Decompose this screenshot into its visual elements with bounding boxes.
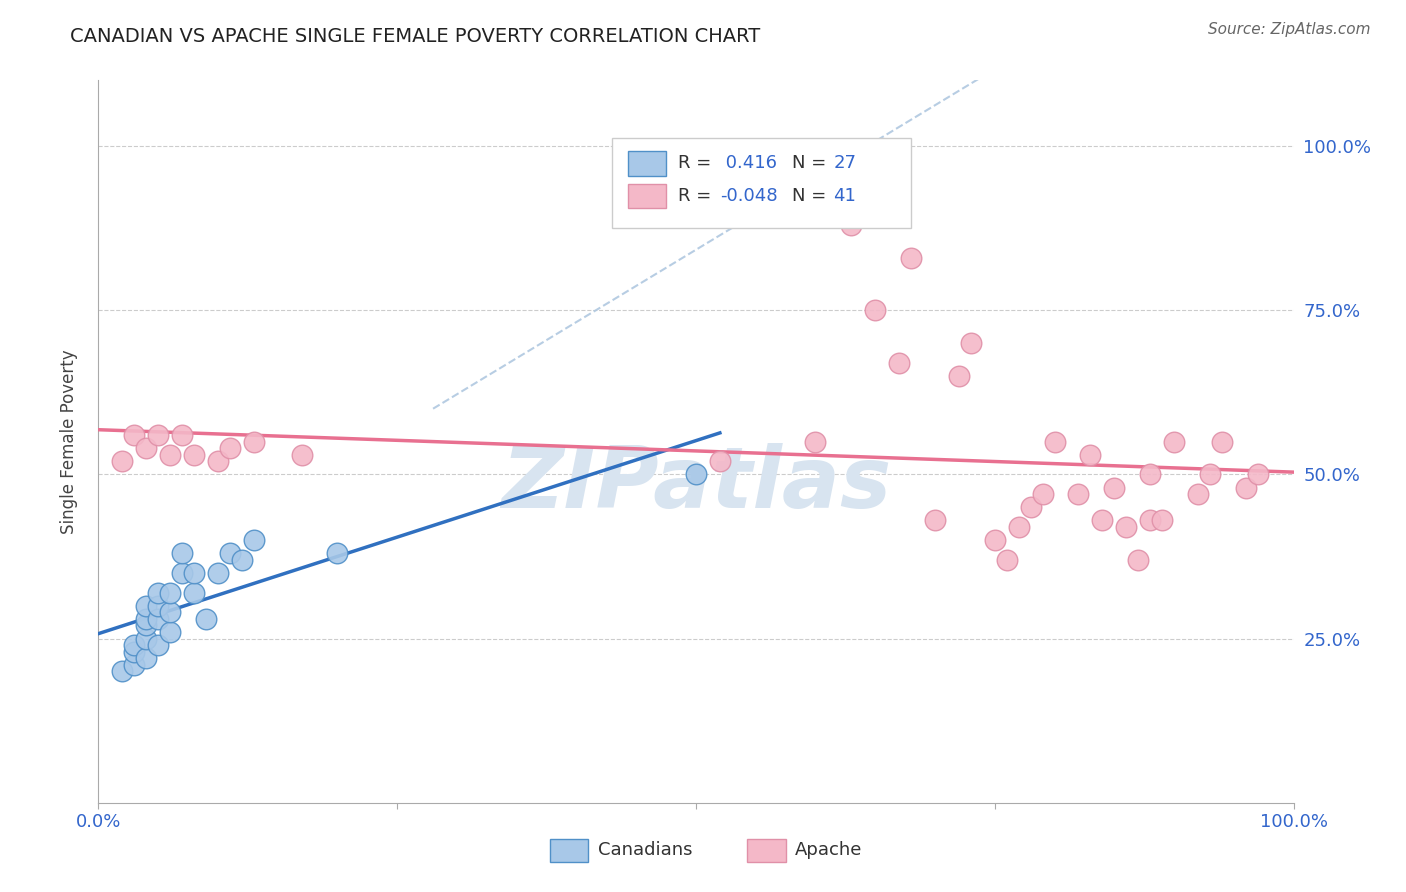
Point	[148, 585, 170, 599]
Point	[1043, 434, 1066, 449]
FancyBboxPatch shape	[628, 151, 666, 176]
Text: R =: R =	[678, 154, 717, 172]
Point	[841, 218, 863, 232]
Point	[172, 566, 194, 580]
Text: -0.048: -0.048	[720, 187, 778, 205]
Text: N =: N =	[792, 187, 831, 205]
Point	[1091, 513, 1114, 527]
Point	[1104, 481, 1126, 495]
FancyBboxPatch shape	[550, 838, 589, 862]
Point	[984, 533, 1007, 547]
Point	[1152, 513, 1174, 527]
FancyBboxPatch shape	[628, 184, 666, 208]
Point	[148, 612, 170, 626]
Point	[709, 454, 731, 468]
Point	[135, 599, 157, 613]
Point	[148, 638, 170, 652]
Point	[124, 638, 146, 652]
Point	[900, 251, 922, 265]
Text: 41: 41	[834, 187, 856, 205]
Point	[960, 336, 983, 351]
Point	[995, 553, 1018, 567]
Point	[1115, 520, 1137, 534]
Point	[195, 612, 218, 626]
Point	[291, 448, 314, 462]
Point	[207, 566, 229, 580]
Point	[183, 585, 205, 599]
Point	[159, 585, 181, 599]
Point	[1187, 487, 1209, 501]
Point	[183, 448, 205, 462]
Point	[243, 434, 266, 449]
Point	[865, 303, 887, 318]
Point	[183, 566, 205, 580]
FancyBboxPatch shape	[748, 838, 786, 862]
Point	[124, 428, 146, 442]
Point	[135, 651, 157, 665]
Point	[159, 605, 181, 619]
Point	[1067, 487, 1090, 501]
Point	[924, 513, 946, 527]
Point	[159, 448, 181, 462]
Text: Canadians: Canadians	[598, 841, 693, 859]
Text: N =: N =	[792, 154, 831, 172]
Point	[948, 368, 970, 383]
Point	[1008, 520, 1031, 534]
Point	[804, 434, 827, 449]
Text: ZIPatlas: ZIPatlas	[501, 443, 891, 526]
Point	[1139, 513, 1161, 527]
Point	[231, 553, 253, 567]
Point	[1234, 481, 1257, 495]
Text: 27: 27	[834, 154, 856, 172]
Point	[148, 428, 170, 442]
Point	[1247, 467, 1270, 482]
Text: Source: ZipAtlas.com: Source: ZipAtlas.com	[1208, 22, 1371, 37]
Point	[124, 657, 146, 672]
Point	[124, 645, 146, 659]
Point	[135, 618, 157, 632]
Point	[148, 599, 170, 613]
Point	[685, 467, 707, 482]
Point	[1128, 553, 1150, 567]
Text: Apache: Apache	[796, 841, 862, 859]
Text: R =: R =	[678, 187, 717, 205]
FancyBboxPatch shape	[613, 138, 911, 228]
Point	[1163, 434, 1185, 449]
Text: CANADIAN VS APACHE SINGLE FEMALE POVERTY CORRELATION CHART: CANADIAN VS APACHE SINGLE FEMALE POVERTY…	[70, 27, 761, 45]
Point	[1211, 434, 1233, 449]
Point	[135, 612, 157, 626]
Point	[172, 428, 194, 442]
Point	[172, 546, 194, 560]
Y-axis label: Single Female Poverty: Single Female Poverty	[59, 350, 77, 533]
Point	[1139, 467, 1161, 482]
Point	[1199, 467, 1222, 482]
Point	[1032, 487, 1054, 501]
Point	[889, 356, 911, 370]
Point	[1080, 448, 1102, 462]
Point	[219, 441, 242, 455]
Point	[135, 632, 157, 646]
Text: 0.416: 0.416	[720, 154, 778, 172]
Point	[326, 546, 349, 560]
Point	[219, 546, 242, 560]
Point	[135, 441, 157, 455]
Point	[243, 533, 266, 547]
Point	[111, 665, 134, 679]
Point	[159, 625, 181, 640]
Point	[111, 454, 134, 468]
Point	[207, 454, 229, 468]
Point	[1019, 500, 1042, 515]
